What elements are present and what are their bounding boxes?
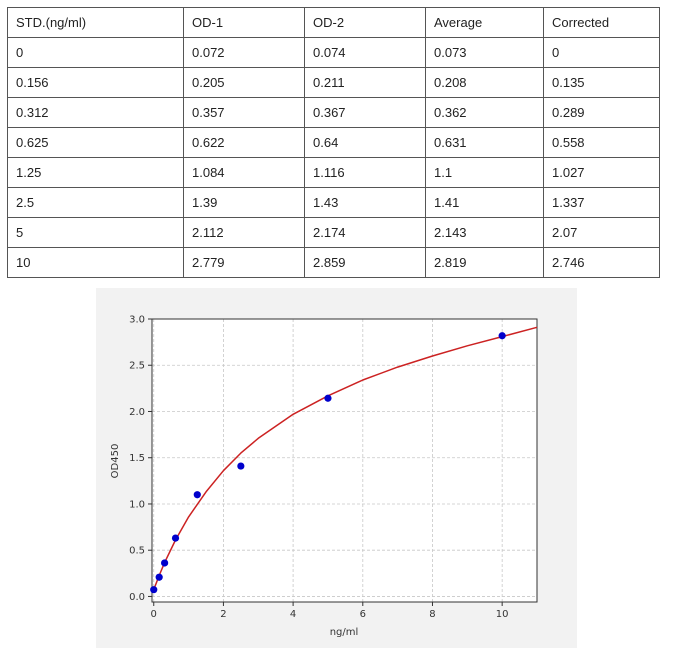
table-row: 1.25 1.084 1.116 1.1 1.027 [7,157,660,188]
cell-od1: 2.112 [183,217,305,248]
cell-average: 0.073 [425,37,544,68]
cell-average: 0.208 [425,67,544,98]
cell-average: 0.631 [425,127,544,158]
cell-corrected: 1.027 [543,157,660,188]
data-point [150,586,158,594]
x-tick-label: 0 [151,609,157,620]
cell-od1: 0.205 [183,67,305,98]
cell-corrected: 0.558 [543,127,660,158]
cell-od2: 2.174 [304,217,426,248]
table-row: 0.625 0.622 0.64 0.631 0.558 [7,127,660,158]
y-axis-label: OD450 [110,444,121,479]
cell-od2: 0.367 [304,97,426,128]
x-tick-label: 8 [429,609,435,620]
cell-average: 2.819 [425,247,544,278]
table-row: 0 0.072 0.074 0.073 0 [7,37,660,68]
y-tick-label: 2.5 [129,361,145,372]
fit-curve [153,326,538,590]
data-points [150,332,506,594]
cell-od2: 0.211 [304,67,426,98]
cell-average: 0.362 [425,97,544,128]
cell-corrected: 2.746 [543,247,660,278]
table-row: 0.156 0.205 0.211 0.208 0.135 [7,67,660,98]
fit-curve-line [153,326,538,590]
data-point [155,573,163,581]
header-corrected: Corrected [543,7,660,38]
y-tick-label: 0.0 [129,592,145,603]
cell-od1: 0.072 [183,37,305,68]
x-tick-label: 2 [220,609,226,620]
data-point [237,462,245,470]
cell-std: 0.625 [7,127,184,158]
cell-corrected: 1.337 [543,187,660,218]
data-point [193,491,201,499]
cell-std: 5 [7,217,184,248]
plot-frame [151,318,538,603]
cell-od2: 1.116 [304,157,426,188]
cell-corrected: 0 [543,37,660,68]
x-tick-label: 4 [290,609,296,620]
table-body: 0 0.072 0.074 0.073 0 0.156 0.205 0.211 0.208 0.1… [7,37,660,278]
cell-od2: 0.074 [304,37,426,68]
y-tick-label: 1.5 [129,453,145,464]
axes: 0 2 4 6 8 10 0.0 0.5 1.0 1.5 2.0 2.5 3.0 [129,315,538,620]
cell-std: 2.5 [7,187,184,218]
table-row: 0.312 0.357 0.367 0.362 0.289 [7,97,660,128]
standard-curve-table: STD.(ng/ml) OD-1 OD-2 Average Corrected … [7,7,660,278]
cell-od2: 2.859 [304,247,426,278]
cell-corrected: 0.135 [543,67,660,98]
data-point [324,394,332,402]
cell-od1: 0.622 [183,127,305,158]
cell-od2: 0.64 [304,127,426,158]
x-axis-label: ng/ml [330,627,359,638]
table-row: 5 2.112 2.174 2.143 2.07 [7,217,660,248]
cell-corrected: 0.289 [543,97,660,128]
cell-average: 2.143 [425,217,544,248]
data-point [498,332,506,340]
header-od2: OD-2 [304,7,426,38]
cell-od1: 1.084 [183,157,305,188]
cell-std: 1.25 [7,157,184,188]
data-point [161,559,169,567]
header-std: STD.(ng/ml) [7,7,184,38]
cell-od1: 2.779 [183,247,305,278]
cell-od1: 1.39 [183,187,305,218]
table-row: 10 2.779 2.859 2.819 2.746 [7,247,660,278]
cell-od1: 0.357 [183,97,305,128]
header-od1: OD-1 [183,7,305,38]
data-point [171,534,180,542]
table-row: 2.5 1.39 1.43 1.41 1.337 [7,187,660,218]
cell-std: 0 [7,37,184,68]
x-tick-label: 6 [360,609,366,620]
table-header-row: STD.(ng/ml) OD-1 OD-2 Average Corrected [7,7,660,38]
x-tick-label: 10 [496,609,509,620]
plot-background [152,319,537,602]
cell-average: 1.41 [425,187,544,218]
cell-std: 10 [7,247,184,278]
y-tick-label: 3.0 [129,315,145,326]
standard-curve-chart: 0 2 4 6 8 10 0.0 0.5 1.0 1.5 2.0 2.5 3.0 ng/ml OD450 [96,288,577,648]
header-average: Average [425,7,544,38]
cell-average: 1.1 [425,157,544,188]
y-tick-label: 0.5 [129,546,145,557]
chart-svg: 0 2 4 6 8 10 0.0 0.5 1.0 1.5 2.0 2.5 3.0 ng/ml OD450 [110,315,538,638]
y-tick-label: 1.0 [129,499,145,510]
cell-std: 0.312 [7,97,184,128]
cell-corrected: 2.07 [543,217,660,248]
cell-od2: 1.43 [304,187,426,218]
y-tick-label: 2.0 [129,407,145,418]
cell-std: 0.156 [7,67,184,98]
